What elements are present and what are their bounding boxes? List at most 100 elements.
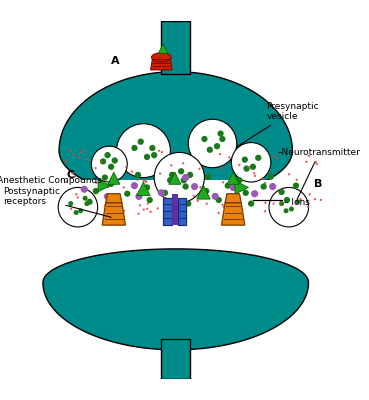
Circle shape xyxy=(191,183,198,190)
Polygon shape xyxy=(43,249,308,350)
Circle shape xyxy=(264,202,266,204)
Circle shape xyxy=(80,186,88,193)
Circle shape xyxy=(169,172,175,178)
Circle shape xyxy=(264,210,266,212)
Circle shape xyxy=(72,172,74,174)
Circle shape xyxy=(100,161,102,163)
Circle shape xyxy=(117,124,170,178)
Circle shape xyxy=(288,173,290,175)
Circle shape xyxy=(93,188,99,194)
Circle shape xyxy=(111,203,113,205)
Text: C: C xyxy=(66,170,75,180)
Circle shape xyxy=(149,211,152,213)
Polygon shape xyxy=(106,194,122,203)
Circle shape xyxy=(72,154,75,156)
Polygon shape xyxy=(221,203,245,225)
Circle shape xyxy=(178,168,184,174)
Circle shape xyxy=(135,172,141,178)
Circle shape xyxy=(314,160,317,163)
Polygon shape xyxy=(225,194,241,203)
Circle shape xyxy=(201,136,208,142)
Circle shape xyxy=(125,166,127,168)
Circle shape xyxy=(215,197,222,203)
Circle shape xyxy=(142,208,145,211)
Circle shape xyxy=(203,188,209,194)
Circle shape xyxy=(100,158,106,164)
Circle shape xyxy=(139,204,141,206)
Circle shape xyxy=(239,214,242,216)
Circle shape xyxy=(111,157,118,164)
Circle shape xyxy=(230,184,237,191)
Circle shape xyxy=(167,177,173,184)
Circle shape xyxy=(268,174,274,180)
Polygon shape xyxy=(108,172,120,184)
Circle shape xyxy=(197,200,199,202)
Circle shape xyxy=(250,164,256,170)
Circle shape xyxy=(86,199,93,205)
Circle shape xyxy=(165,197,167,199)
Polygon shape xyxy=(151,59,172,70)
Circle shape xyxy=(231,142,271,182)
Circle shape xyxy=(65,181,68,183)
Circle shape xyxy=(307,206,309,208)
Circle shape xyxy=(207,147,213,153)
Circle shape xyxy=(238,164,241,166)
Circle shape xyxy=(78,208,83,213)
Circle shape xyxy=(68,201,73,206)
Circle shape xyxy=(244,166,250,172)
Polygon shape xyxy=(163,198,172,225)
Circle shape xyxy=(77,196,79,198)
Circle shape xyxy=(185,200,192,207)
Circle shape xyxy=(131,170,133,173)
Polygon shape xyxy=(172,194,177,225)
Circle shape xyxy=(138,138,144,145)
Circle shape xyxy=(251,190,258,197)
Circle shape xyxy=(305,161,307,163)
Circle shape xyxy=(147,202,149,205)
Circle shape xyxy=(222,181,224,184)
Circle shape xyxy=(131,145,138,151)
Polygon shape xyxy=(161,20,190,74)
Circle shape xyxy=(289,206,294,212)
Circle shape xyxy=(158,189,165,196)
Circle shape xyxy=(154,152,204,203)
Circle shape xyxy=(170,164,172,166)
Circle shape xyxy=(124,190,130,197)
Circle shape xyxy=(314,198,316,200)
Circle shape xyxy=(223,206,225,208)
Circle shape xyxy=(308,193,311,196)
Circle shape xyxy=(220,167,222,170)
Circle shape xyxy=(231,203,234,206)
Circle shape xyxy=(295,199,300,204)
Circle shape xyxy=(104,152,111,158)
Circle shape xyxy=(294,183,296,186)
Circle shape xyxy=(146,197,153,203)
Polygon shape xyxy=(169,172,181,184)
Circle shape xyxy=(101,182,103,184)
Circle shape xyxy=(269,183,276,190)
Circle shape xyxy=(182,184,189,190)
Circle shape xyxy=(151,152,157,158)
Circle shape xyxy=(58,188,98,227)
Text: –Neurotransmitter: –Neurotransmitter xyxy=(278,148,361,199)
Circle shape xyxy=(242,156,248,163)
Circle shape xyxy=(243,189,245,191)
Circle shape xyxy=(156,207,159,210)
Circle shape xyxy=(95,182,97,184)
Circle shape xyxy=(80,151,83,154)
Text: Postsynaptic
receptors: Postsynaptic receptors xyxy=(3,187,111,217)
Polygon shape xyxy=(11,180,342,218)
Polygon shape xyxy=(137,182,150,196)
Circle shape xyxy=(131,182,138,189)
Circle shape xyxy=(308,155,310,157)
Circle shape xyxy=(144,180,147,182)
Circle shape xyxy=(70,208,72,210)
Circle shape xyxy=(225,182,231,189)
Circle shape xyxy=(205,174,211,180)
Circle shape xyxy=(206,202,208,205)
Circle shape xyxy=(92,146,127,182)
Circle shape xyxy=(217,130,224,137)
Circle shape xyxy=(188,119,237,168)
Circle shape xyxy=(219,153,221,155)
Circle shape xyxy=(182,174,189,181)
